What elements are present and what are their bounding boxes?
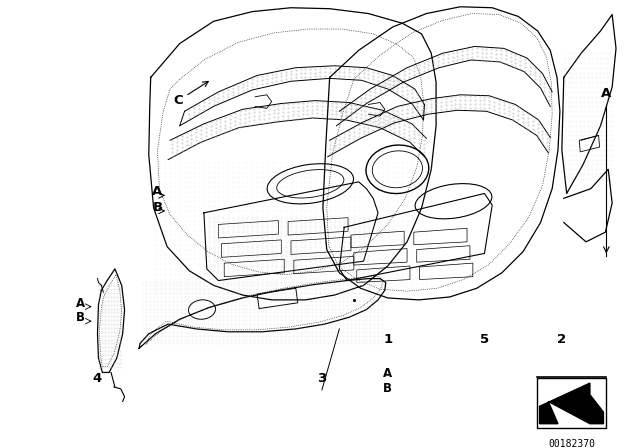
Polygon shape	[540, 383, 604, 424]
Text: A: A	[601, 87, 611, 100]
Text: A: A	[383, 367, 392, 380]
Text: 3: 3	[317, 372, 326, 385]
Text: 4: 4	[93, 372, 102, 385]
Text: A: A	[152, 185, 163, 198]
Text: 1: 1	[383, 333, 392, 346]
Text: 00182370: 00182370	[548, 439, 595, 448]
Text: B: B	[76, 311, 84, 324]
Text: B: B	[383, 382, 392, 395]
Text: B: B	[152, 201, 163, 214]
Bar	[537, 378, 606, 427]
Text: 5: 5	[479, 333, 488, 346]
Text: 2: 2	[557, 333, 566, 346]
Text: A: A	[76, 297, 84, 310]
Text: C: C	[173, 82, 208, 108]
